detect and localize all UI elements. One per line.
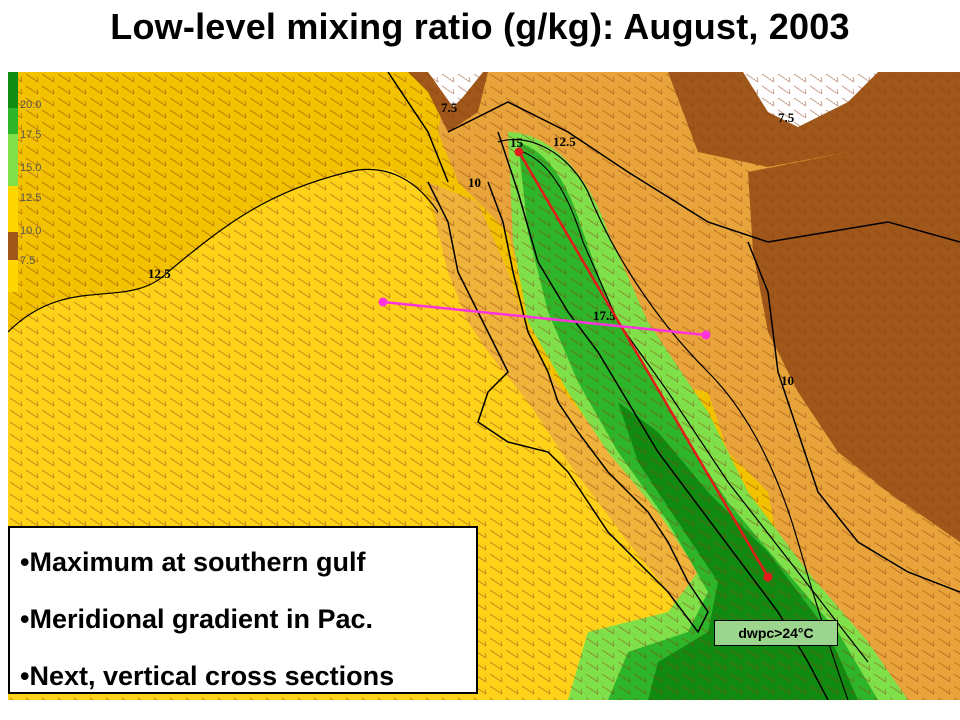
zonal-end-point xyxy=(701,330,711,340)
bullet-2: •Meridional gradient in Pac. xyxy=(20,604,374,634)
contour-lines xyxy=(8,138,869,700)
mixing-ratio-map: 12.5 7.5 7.5 10 15 12.5 17.5 10 xyxy=(8,72,960,700)
dewpoint-note: dwpc>24°C xyxy=(714,620,838,646)
meridional-end-point xyxy=(763,572,773,582)
contour-label-gulf-top2: 12.5 xyxy=(553,134,576,149)
coastlines xyxy=(387,72,960,700)
legend-label-5: 7.5 xyxy=(20,255,35,267)
color-legend: 20.0 17.5 15.0 12.5 10.0 7.5 xyxy=(8,72,41,292)
contour-label-north-left: 7.5 xyxy=(441,100,458,115)
contour-label-baja: 10 xyxy=(468,175,481,190)
contour-label-east: 10 xyxy=(781,373,794,388)
bullet-1: •Maximum at southern gulf xyxy=(20,547,366,577)
legend-label-2: 15.0 xyxy=(20,162,41,174)
legend-label-1: 17.5 xyxy=(20,129,41,141)
cross-section-meridional xyxy=(514,147,773,582)
legend-label-4: 10.0 xyxy=(20,225,41,237)
bullet-box: •Maximum at southern gulf •Meridional gr… xyxy=(8,526,478,694)
contour-label-gulf-top: 15 xyxy=(510,135,524,150)
legend-label-3: 12.5 xyxy=(20,192,41,204)
meridional-start-point xyxy=(514,147,524,157)
contour-label-gulf-mid: 17.5 xyxy=(593,308,616,323)
slide-title: Low-level mixing ratio (g/kg): August, 2… xyxy=(110,6,850,47)
contour-label-north-right: 7.5 xyxy=(778,110,795,125)
zonal-start-point xyxy=(378,297,388,307)
bullet-3: •Next, vertical cross sections xyxy=(20,661,395,691)
legend-label-0: 20.0 xyxy=(20,99,41,111)
contour-label-west: 12.5 xyxy=(148,266,171,281)
cross-section-zonal xyxy=(378,297,711,340)
